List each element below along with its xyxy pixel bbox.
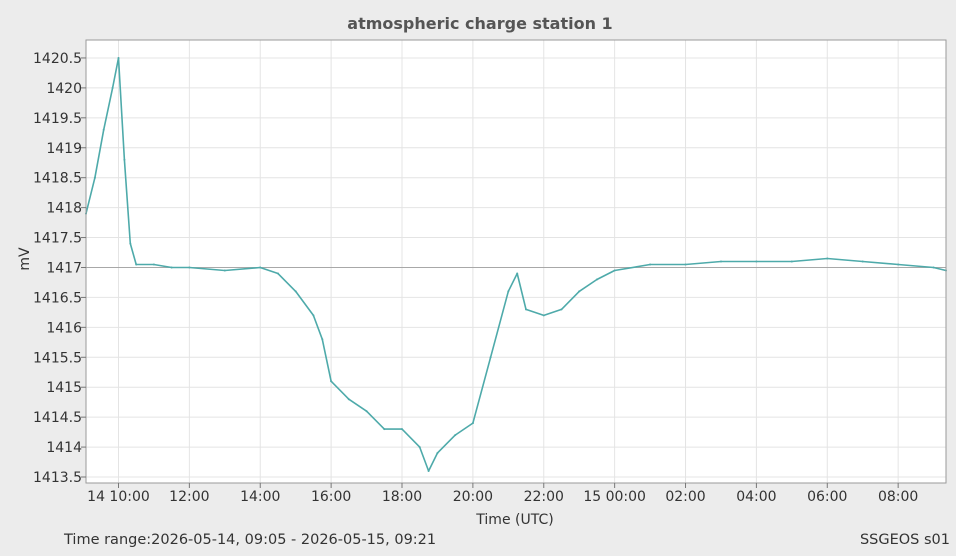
x-tick-label: 02:00 <box>665 489 705 505</box>
data-point <box>223 269 226 272</box>
x-tick-label: 14 10:00 <box>87 489 150 505</box>
data-point <box>516 272 519 275</box>
y-tick-label: 1420.5 <box>33 51 82 67</box>
data-point <box>436 452 439 455</box>
y-tick-label: 1416 <box>46 320 82 336</box>
time-range-text: Time range:2026-05-14, 09:05 - 2026-05-1… <box>64 532 437 548</box>
y-tick-label: 1418.5 <box>33 171 82 187</box>
data-point <box>507 290 510 293</box>
data-point <box>720 260 722 263</box>
x-tick-label: 04:00 <box>736 489 776 505</box>
data-point <box>294 290 297 293</box>
data-point <box>321 338 324 341</box>
data-point <box>542 314 545 317</box>
y-tick-label: 1414.5 <box>33 410 82 426</box>
y-tick-label: 1419.5 <box>33 111 82 127</box>
y-tick-label: 1417 <box>46 260 82 276</box>
x-tick-label: 08:00 <box>878 489 918 505</box>
data-point <box>129 242 132 245</box>
y-tick-label: 1416.5 <box>33 290 82 306</box>
y-tick-label: 1419 <box>46 141 82 157</box>
data-point <box>365 410 368 413</box>
data-point <box>613 269 616 272</box>
data-point <box>525 308 527 311</box>
data-point <box>277 272 279 275</box>
y-tick-label: 1418 <box>46 201 82 217</box>
y-tick-label: 1415.5 <box>33 350 82 366</box>
source-label: SSGEOS s01 <box>859 532 950 548</box>
data-point <box>560 308 563 311</box>
x-tick-label: 14:00 <box>240 489 280 505</box>
data-point <box>861 260 864 263</box>
data-point <box>93 176 96 179</box>
data-point <box>102 128 105 131</box>
x-tick-label: 16:00 <box>311 489 351 505</box>
data-point <box>578 290 581 293</box>
data-point <box>755 260 758 263</box>
data-point <box>595 278 598 281</box>
data-point <box>259 266 262 269</box>
data-point <box>418 446 421 449</box>
y-axis-ticks: 1413.5 1414 1414.5 1415 1415.5 1416 1416.5 1417… <box>33 51 86 486</box>
data-point <box>649 263 652 266</box>
data-point <box>123 158 126 161</box>
y-tick-label: 1414 <box>46 440 82 456</box>
y-tick-label: 1420 <box>46 81 82 97</box>
data-point <box>489 356 492 359</box>
data-point <box>471 422 474 425</box>
y-tick-label: 1417.5 <box>33 231 82 247</box>
data-point <box>790 260 793 263</box>
data-point <box>312 314 315 317</box>
data-point <box>427 470 430 472</box>
data-point <box>383 428 386 431</box>
data-point <box>826 257 829 260</box>
data-point <box>170 266 173 269</box>
data-point <box>330 380 333 383</box>
chart-title: atmospheric charge station 1 <box>347 14 612 33</box>
plot-frame <box>85 39 947 484</box>
x-tick-label: 18:00 <box>382 489 422 505</box>
series-line <box>85 57 947 472</box>
x-tick-label: 12:00 <box>169 489 209 505</box>
series-layer <box>85 57 947 472</box>
y-tick-label: 1413.5 <box>33 470 82 486</box>
x-tick-label: 22:00 <box>524 489 564 505</box>
data-point <box>152 263 155 266</box>
data-point <box>188 266 191 269</box>
data-point <box>401 428 403 431</box>
data-point <box>347 398 350 401</box>
y-axis-label: mV <box>17 247 33 271</box>
data-point <box>684 263 687 266</box>
x-tick-label: 06:00 <box>807 489 847 505</box>
x-tick-label: 15 00:00 <box>583 489 646 505</box>
x-axis-ticks: 14 10:00 12:00 14:00 16:00 18:00 20:00 22:00 15… <box>87 483 918 505</box>
data-point <box>932 266 935 269</box>
y-tick-label: 1415 <box>46 380 82 396</box>
data-point <box>135 263 138 266</box>
chart: atmospheric charge station 1 14 10:00 12:… <box>17 14 947 528</box>
plot-area <box>86 40 946 483</box>
data-point <box>454 434 457 437</box>
data-point <box>897 263 900 266</box>
x-axis-label: Time (UTC) <box>475 512 553 528</box>
data-point <box>111 86 114 89</box>
data-point <box>117 57 120 59</box>
x-tick-label: 20:00 <box>453 489 493 505</box>
